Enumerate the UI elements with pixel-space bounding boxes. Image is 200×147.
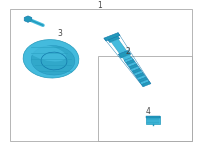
Polygon shape	[142, 82, 151, 87]
Polygon shape	[24, 16, 32, 22]
Polygon shape	[108, 36, 120, 42]
Polygon shape	[122, 55, 131, 60]
Polygon shape	[124, 57, 133, 63]
Text: 2: 2	[126, 47, 130, 56]
Ellipse shape	[23, 40, 79, 78]
Polygon shape	[127, 62, 137, 67]
Polygon shape	[126, 60, 135, 65]
Polygon shape	[111, 39, 127, 54]
Text: 1: 1	[98, 1, 102, 10]
Polygon shape	[135, 73, 145, 78]
Bar	[98, 56, 192, 141]
Polygon shape	[137, 75, 146, 80]
Polygon shape	[104, 33, 120, 41]
Bar	[146, 116, 160, 118]
Polygon shape	[134, 71, 143, 76]
Polygon shape	[132, 68, 141, 74]
Polygon shape	[118, 50, 131, 58]
Ellipse shape	[31, 45, 75, 75]
Polygon shape	[130, 66, 140, 71]
Text: 4: 4	[146, 107, 150, 116]
Text: 3: 3	[58, 29, 62, 38]
Polygon shape	[129, 64, 138, 69]
Ellipse shape	[28, 44, 66, 61]
Bar	[146, 116, 160, 124]
Polygon shape	[138, 77, 148, 82]
Polygon shape	[140, 79, 149, 85]
